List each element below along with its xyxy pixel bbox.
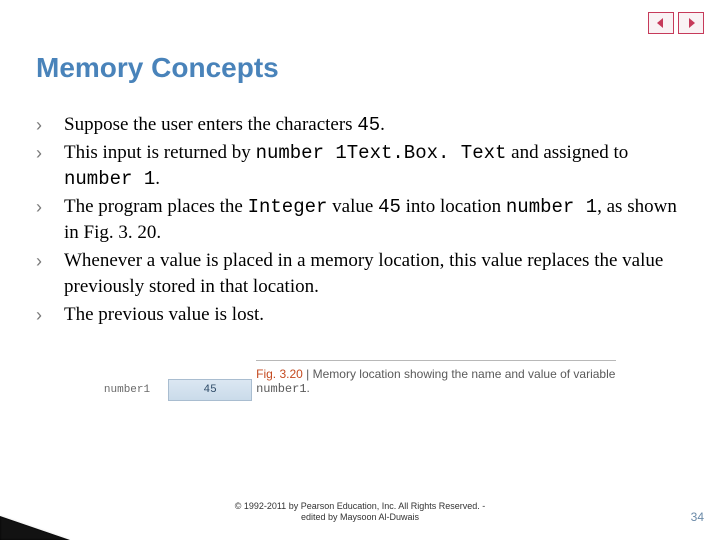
code-span: 45 xyxy=(357,114,380,136)
text-span: into location xyxy=(401,196,506,217)
code-span: number 1 xyxy=(64,168,155,190)
text-span: The previous value is lost. xyxy=(64,304,264,325)
bullet-marker-icon: › xyxy=(36,248,64,274)
code-span: Integer xyxy=(248,196,328,218)
bullet-text: The previous value is lost. xyxy=(64,302,264,328)
copyright: © 1992-2011 by Pearson Education, Inc. A… xyxy=(0,501,720,524)
code-span: number 1 xyxy=(506,196,597,218)
bullet-marker-icon: › xyxy=(36,112,64,138)
bullet-text: The program places the Integer value 45 … xyxy=(64,194,684,246)
corner-decoration xyxy=(0,516,70,540)
text-span: Whenever a value is placed in a memory l… xyxy=(64,250,663,297)
prev-button[interactable] xyxy=(648,12,674,34)
figure-sep: | xyxy=(303,367,313,381)
figure-text-b: . xyxy=(307,381,310,395)
bullet-marker-icon: › xyxy=(36,140,64,166)
bullet-row: ›Suppose the user enters the characters … xyxy=(36,112,684,138)
text-span: The program places the xyxy=(64,196,248,217)
copyright-line2: edited by Maysoon Al-Duwais xyxy=(0,512,720,524)
bullet-marker-icon: › xyxy=(36,194,64,220)
code-span: number 1Text.Box. Text xyxy=(256,142,507,164)
copyright-line1: © 1992-2011 by Pearson Education, Inc. A… xyxy=(0,501,720,513)
bullet-text: Suppose the user enters the characters 4… xyxy=(64,112,385,138)
memory-row: number1 45 xyxy=(104,379,252,401)
bullet-row: ›Whenever a value is placed in a memory … xyxy=(36,248,684,300)
figure-area: number1 45 Fig. 3.20 | Memory location s… xyxy=(0,344,720,401)
bullet-row: ›This input is returned by number 1Text.… xyxy=(36,140,684,192)
text-span: Suppose the user enters the characters xyxy=(64,114,357,135)
arrow-right-icon xyxy=(684,16,698,30)
code-span: 45 xyxy=(378,196,401,218)
bullet-list: ›Suppose the user enters the characters … xyxy=(36,112,684,330)
memory-label: number1 xyxy=(104,384,150,396)
bullet-marker-icon: › xyxy=(36,302,64,328)
bullet-row: ›The previous value is lost. xyxy=(36,302,684,328)
bullet-text: Whenever a value is placed in a memory l… xyxy=(64,248,684,300)
page-number: 34 xyxy=(691,510,704,524)
text-span: . xyxy=(380,114,385,135)
figure-caption: Fig. 3.20 | Memory location showing the … xyxy=(256,360,616,396)
figure-mono: number1 xyxy=(256,382,306,396)
next-button[interactable] xyxy=(678,12,704,34)
text-span: and assigned to xyxy=(506,142,628,163)
arrow-left-icon xyxy=(654,16,668,30)
text-span: . xyxy=(155,168,160,189)
figure-number: Fig. 3.20 xyxy=(256,367,303,381)
page-title: Memory Concepts xyxy=(36,52,279,84)
bullet-row: ›The program places the Integer value 45… xyxy=(36,194,684,246)
text-span: value xyxy=(327,196,378,217)
nav-buttons xyxy=(648,12,704,34)
figure-text-a: Memory location showing the name and val… xyxy=(313,367,616,381)
memory-box: 45 xyxy=(168,379,252,401)
text-span: This input is returned by xyxy=(64,142,256,163)
bullet-text: This input is returned by number 1Text.B… xyxy=(64,140,684,192)
